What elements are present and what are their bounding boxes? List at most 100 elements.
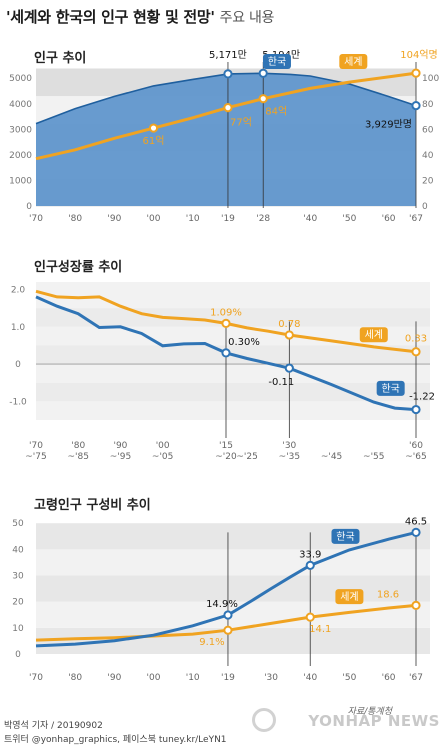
chart1-label: 3,929만명 [365,119,412,131]
chart2-label: -0.11 [268,377,294,388]
chart2-band [36,364,430,383]
chart3-y-tick: 20 [12,598,24,608]
chart2-x-tick: '70 ~'75 [25,441,46,462]
chart3-label: 14.1 [309,624,331,635]
chart1-world-pill-label: 세계 [344,56,362,68]
chart3-x-tick: '50 [342,673,356,683]
chart2-world-pill-label: 세계 [365,329,383,341]
chart1-korea-area [36,73,416,206]
chart1-x-tick: '80 [68,214,82,224]
chart3-label: 46.5 [405,516,427,527]
chart3-world-pill-label: 세계 [340,591,358,603]
yonhap-logo-icon [252,708,276,732]
chart3-y-tick: 0 [15,650,21,660]
chart3-world-pill [335,589,364,605]
chart1-label: 84억 [265,106,287,118]
chart3-x-tick: '80 [68,673,82,683]
chart3-label: 33.9 [299,549,321,560]
chart3-label: 18.6 [377,589,399,600]
chart2-label: 0.78 [278,319,300,330]
chart2-korea-marker [221,348,231,358]
chart3-x-tick: '10 [186,673,200,683]
chart1-right-tick: 100 [422,74,439,84]
chart1-world-marker [148,123,159,133]
chart3-label: 9.1% [199,637,224,648]
chart2-x-tick: ~'55 [363,452,384,462]
chart2-world-marker [221,318,231,329]
chart1-x-tick: '70 [29,214,43,224]
chart2-world-marker [284,330,294,340]
title-main: '세계와 한국의 인구 현황 및 전망' [6,8,215,26]
chart1-left-tick: 1000 [9,176,32,186]
chart2-world-marker [411,347,421,357]
chart1-right-tick: 0 [422,202,428,212]
chart3-korea-marker [223,610,233,620]
chart1-x-tick: '90 [107,214,121,224]
chart3-x-tick: '60 [382,673,396,683]
population-trend-chart: 0 1000 2000 3000 4000 5000 0 20 40 60 80 100 '70 '80 '… [9,49,439,224]
chart2-x-tick: '00 ~'05 [152,441,173,462]
chart3-band [36,575,430,602]
chart1-label: 5,171만 [209,49,247,61]
chart3-x-tick: '67 [409,673,423,683]
chart3-world-marker [223,625,233,635]
chart2-korea-pill [376,380,405,396]
chart3-title: 고령인구 구성비 추이 [34,498,151,513]
chart2-world-line [35,289,417,354]
chart1-world-marker [411,68,421,78]
growth-rate-chart: 2.0 1.0 0 -1.0 '70 ~'75 '80 ~'85 '90 ~'95 '00 ~'05 '… [9,282,435,462]
source-label: 자료/통계청 [347,707,392,717]
chart1-x-tick: '10 [186,214,200,224]
chart2-title: 인구성장률 추이 [34,260,123,275]
chart1-right-tick: 60 [422,125,434,135]
chart1-left-tick: 5000 [9,74,32,84]
chart1-label: 61억 [143,135,165,147]
social-links: 트위터 @yonhap_graphics, 페이스북 tuney.kr/LeYN… [4,735,227,745]
elderly-ratio-chart: 0 10 20 30 40 50 '70 '80 '90 '00 '10 '19 '30 '40 '50 '6… [12,516,430,683]
yonhap-logo: YONHAP NEWS [308,712,440,730]
chart2-y-tick: 0 [15,360,21,370]
chart1-left-tick: 0 [26,202,32,212]
chart3-world-marker [305,612,315,622]
chart2-band [36,401,430,420]
chart1-x-tick: '40 [303,214,317,224]
chart2-x-tick: '30 ~'35 [279,441,300,462]
chart2-x-tick: '90 ~'95 [110,441,131,462]
chart1-x-tick: '28 [256,214,270,224]
chart3-korea-pill [331,528,360,544]
chart2-x-tick: ~'45 [321,452,342,462]
chart1-right-tick: 80 [422,100,434,110]
chart1-x-tick: '19 [221,214,235,224]
chart3-x-tick: '90 [107,673,121,683]
byline: 박영석 기자 / 20190902 [4,721,103,731]
chart1-label: 77억 [230,117,252,129]
chart2-x-tick: '80 ~'85 [67,441,88,462]
chart2-korea-marker [411,404,421,415]
chart3-x-tick: '40 [303,673,317,683]
chart3-korea-pill-label: 한국 [336,531,354,543]
chart1-left-tick: 4000 [9,100,32,110]
chart1-label: 104억명 [400,49,438,61]
chart1-left-tick: 3000 [9,125,32,135]
chart3-band [36,549,430,576]
chart2-korea-line [35,295,417,412]
chart1-korea-pill [262,54,291,69]
chart1-left-tick: 2000 [9,151,32,161]
chart2-x-tick: '15 ~'20 [215,441,237,462]
chart1-right-tick: 40 [422,151,434,161]
chart3-world-marker [411,600,421,610]
chart1-x-tick: '00 [147,214,161,224]
chart3-y-tick: 40 [12,545,24,555]
chart1-korea-line [35,72,417,125]
chart2-y-tick: 2.0 [11,285,26,295]
chart2-label: 0.30% [228,337,260,348]
chart1-right-tick: 20 [422,176,434,186]
infographic-title: '세계와 한국의 인구 현황 및 전망' 주요 내용 [6,6,274,27]
chart1-title: 인구 추이 [34,51,87,66]
chart1-x-tick: '60 [382,214,396,224]
chart2-korea-pill-label: 한국 [381,383,399,395]
chart3-y-tick: 50 [12,519,24,529]
chart1-world-marker [223,103,233,113]
chart3-korea-marker [305,560,315,570]
chart3-y-tick: 30 [12,572,24,582]
